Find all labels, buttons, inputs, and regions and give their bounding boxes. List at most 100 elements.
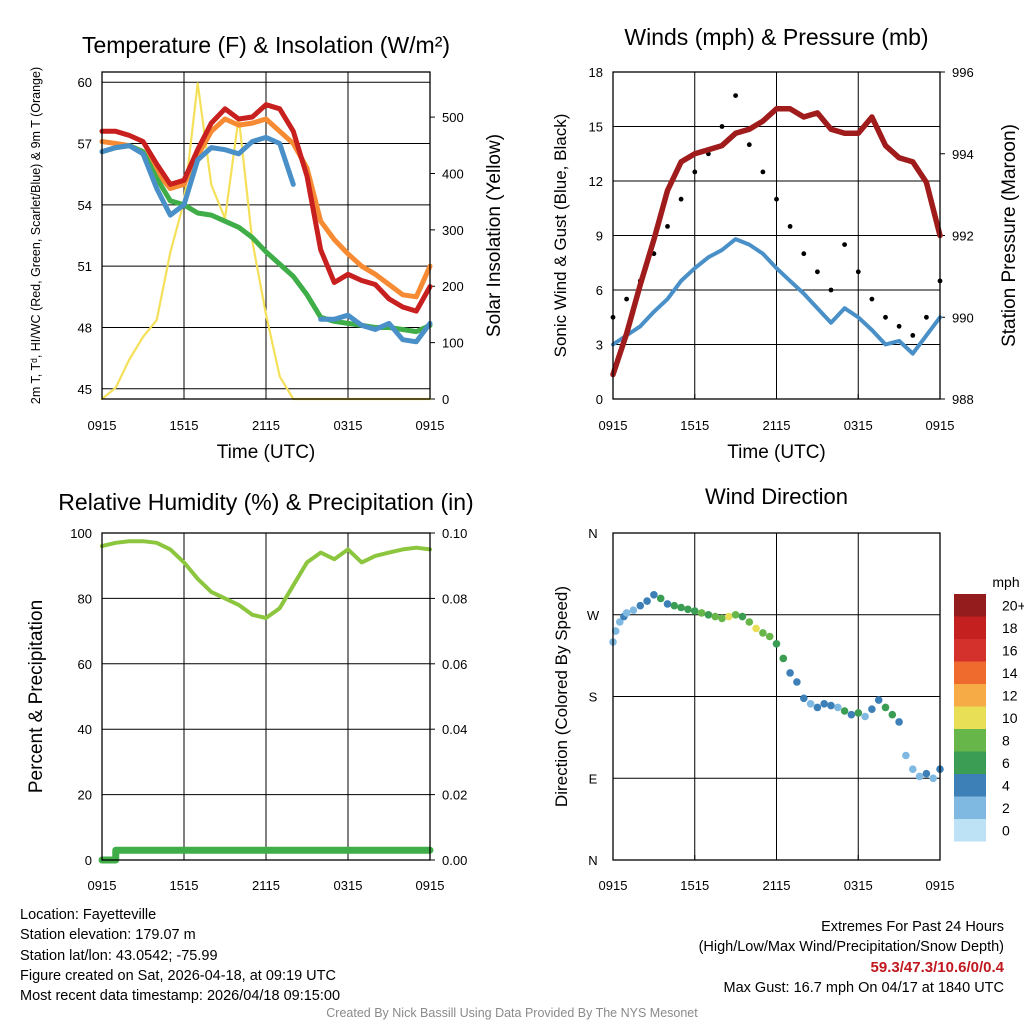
y2-tick-label: 300 bbox=[442, 223, 464, 238]
colorbar-unit-label: mph bbox=[992, 574, 1019, 590]
x-tick-label: 1515 bbox=[680, 878, 709, 893]
chart-title: Temperature (F) & Insolation (W/m²) bbox=[82, 32, 450, 58]
y-tick-label: 0 bbox=[85, 853, 92, 868]
direction-point bbox=[874, 696, 883, 704]
colorbar-label: 2 bbox=[1002, 800, 1010, 816]
x-axis-label: Time (UTC) bbox=[217, 442, 316, 463]
colorbar-label: 0 bbox=[1002, 822, 1010, 838]
x-tick-label: 0315 bbox=[844, 878, 873, 893]
colorbar-swatch bbox=[954, 684, 986, 707]
chart-title: Winds (mph) & Pressure (mb) bbox=[624, 24, 928, 50]
x-tick-label: 2115 bbox=[763, 418, 791, 433]
gust-point bbox=[692, 169, 698, 175]
colorbar-swatch bbox=[954, 706, 986, 729]
y-tick-label: 15 bbox=[589, 120, 603, 135]
y2-tick-label: 0.02 bbox=[442, 788, 467, 803]
plot-border bbox=[612, 71, 941, 400]
colorbar-swatch bbox=[954, 796, 986, 819]
direction-point bbox=[881, 703, 890, 712]
colorbar-swatch bbox=[954, 774, 986, 797]
station-info: Location: Fayetteville Station elevation… bbox=[20, 905, 340, 1006]
y-tick-label: 18 bbox=[589, 65, 603, 80]
gust-point bbox=[733, 93, 738, 98]
x-tick-label: 2115 bbox=[252, 878, 280, 893]
x-tick-label: 0915 bbox=[926, 878, 955, 893]
direction-point bbox=[611, 627, 620, 635]
direction-point bbox=[622, 609, 631, 617]
direction-point bbox=[725, 612, 733, 621]
y-tick-label: 48 bbox=[78, 320, 92, 335]
x-tick-label: 0915 bbox=[88, 418, 117, 433]
plot-border bbox=[101, 532, 431, 861]
direction-point bbox=[922, 769, 931, 778]
y2-tick-label: 0.00 bbox=[442, 853, 467, 868]
direction-point bbox=[827, 701, 835, 710]
direction-point bbox=[820, 700, 828, 708]
direction-point bbox=[765, 632, 774, 641]
x-tick-label: 2115 bbox=[763, 878, 791, 893]
colorbar-label: 12 bbox=[1002, 687, 1018, 703]
x-tick-label: 1515 bbox=[680, 418, 709, 433]
direction-point bbox=[840, 707, 849, 715]
x-tick-label: 0915 bbox=[599, 878, 628, 893]
speed-colorbar: mph 20+ 18 16 14 12 10 8 6 4 2 0 bbox=[954, 574, 1024, 842]
colorbar-label: 6 bbox=[1002, 755, 1010, 771]
x-tick-label: 0915 bbox=[88, 878, 117, 893]
y-tick-label: 54 bbox=[78, 198, 92, 213]
series-station-pressure bbox=[610, 106, 943, 378]
y2-tick-label: 990 bbox=[952, 310, 974, 325]
direction-point bbox=[691, 607, 699, 615]
gust-point bbox=[746, 142, 752, 148]
direction-point bbox=[895, 718, 903, 726]
direction-point bbox=[670, 601, 679, 610]
direction-point bbox=[718, 614, 726, 623]
x-axis-label: Time (UTC) bbox=[727, 442, 826, 463]
y-axis-label: Sonic Wind & Gust (Blue, Black) bbox=[551, 114, 570, 358]
y2-tick-label: 200 bbox=[442, 279, 464, 294]
panel-wind-direction: 0915 1515 2115 0315 0915 Wind Direction N E S W N D… bbox=[552, 484, 954, 893]
gust-point bbox=[910, 333, 916, 338]
colorbar-swatch bbox=[954, 661, 986, 684]
y2-tick-label: 988 bbox=[952, 392, 974, 407]
x-tick-label: 1515 bbox=[170, 418, 199, 433]
colorbar-swatch bbox=[954, 639, 986, 662]
y2-tick-label: 100 bbox=[442, 336, 464, 351]
gust-point bbox=[624, 296, 629, 302]
colorbar-swatch bbox=[954, 729, 986, 752]
y2-tick-label: 500 bbox=[442, 110, 464, 125]
direction-point bbox=[663, 600, 672, 608]
direction-point bbox=[813, 703, 822, 712]
direction-point bbox=[915, 772, 924, 781]
panel-humidity: 0915 1515 2115 0315 0915 Relative Humidity (%… bbox=[26, 489, 474, 893]
y-tick-label: E bbox=[589, 771, 598, 786]
x-tick-label: 0315 bbox=[334, 418, 363, 433]
y-tick-label: W bbox=[587, 608, 600, 623]
created-text: Figure created on Sat, 2026-04-18, at 09… bbox=[20, 967, 336, 984]
direction-point bbox=[731, 611, 740, 619]
y-tick-label: 60 bbox=[78, 657, 92, 672]
panel-temperature: 0915 1515 2115 0315 0915 Temperature (F) & In… bbox=[29, 32, 505, 463]
gust-point bbox=[787, 224, 793, 229]
y-tick-label: 40 bbox=[78, 722, 92, 737]
y-tick-label: N bbox=[588, 526, 597, 541]
gust-point bbox=[760, 169, 766, 175]
colorbar-label: 4 bbox=[1002, 777, 1010, 793]
direction-point bbox=[697, 609, 706, 617]
chart-title: Relative Humidity (%) & Precipitation (i… bbox=[58, 489, 473, 515]
y-tick-label: 20 bbox=[78, 788, 92, 803]
y-tick-label: 3 bbox=[596, 338, 603, 353]
direction-point bbox=[650, 591, 658, 599]
direction-point bbox=[745, 618, 754, 626]
gust-point bbox=[665, 224, 670, 229]
y-tick-label: 6 bbox=[596, 283, 603, 298]
colorbar-label: 14 bbox=[1002, 665, 1018, 681]
recent-data-text: Most recent data timestamp: 2026/04/18 0… bbox=[20, 988, 341, 1005]
gust-point bbox=[924, 314, 929, 320]
direction-point bbox=[861, 712, 869, 721]
y2-tick-label: 0 bbox=[442, 392, 449, 407]
location-text: Location: Fayetteville bbox=[20, 907, 157, 923]
direction-point bbox=[656, 594, 665, 603]
direction-point bbox=[847, 710, 856, 719]
colorbar-swatch bbox=[954, 594, 986, 617]
